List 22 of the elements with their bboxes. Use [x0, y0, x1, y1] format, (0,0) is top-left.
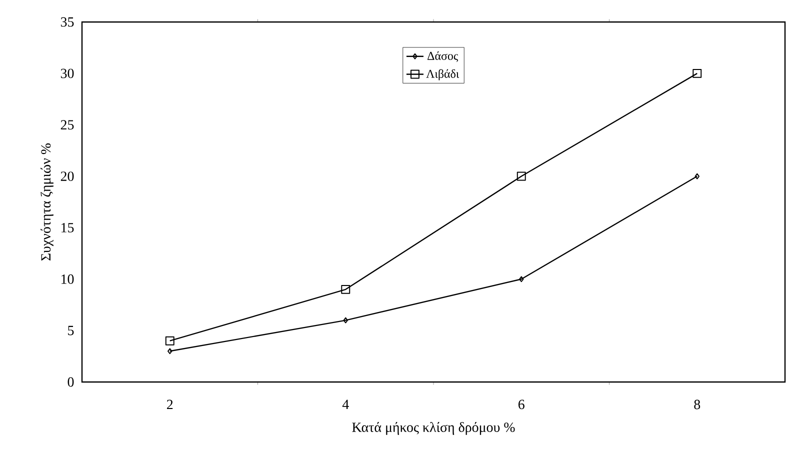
legend-label: Λιβάδι [426, 69, 460, 80]
y-tick-label: 5 [68, 326, 74, 336]
x-axis-title: Κατά μήκος κλίση δρόμου % [352, 422, 515, 435]
point [341, 284, 350, 294]
point [692, 68, 702, 78]
point [165, 336, 174, 346]
x-tick-label: 4 [342, 400, 349, 409]
y-tick-label: 10 [62, 274, 74, 284]
x-tick-label: 6 [518, 400, 524, 410]
x-tick-label: 8 [694, 400, 700, 410]
y-axis-title: Συχνότητα ζημιών % [40, 143, 54, 261]
point [519, 276, 524, 282]
y-tick-label: 0 [68, 377, 74, 387]
point [343, 317, 348, 324]
y-tick-label: 25 [60, 120, 74, 130]
x-tick-label: 2 [167, 400, 173, 410]
y-tick-label: 15 [62, 223, 74, 232]
y-tick-label: 20 [60, 172, 74, 181]
point [516, 172, 526, 181]
y-tick-label: 35 [60, 17, 74, 27]
y-tick-label: 30 [60, 68, 74, 78]
legend-label: Δάσος [428, 51, 458, 62]
